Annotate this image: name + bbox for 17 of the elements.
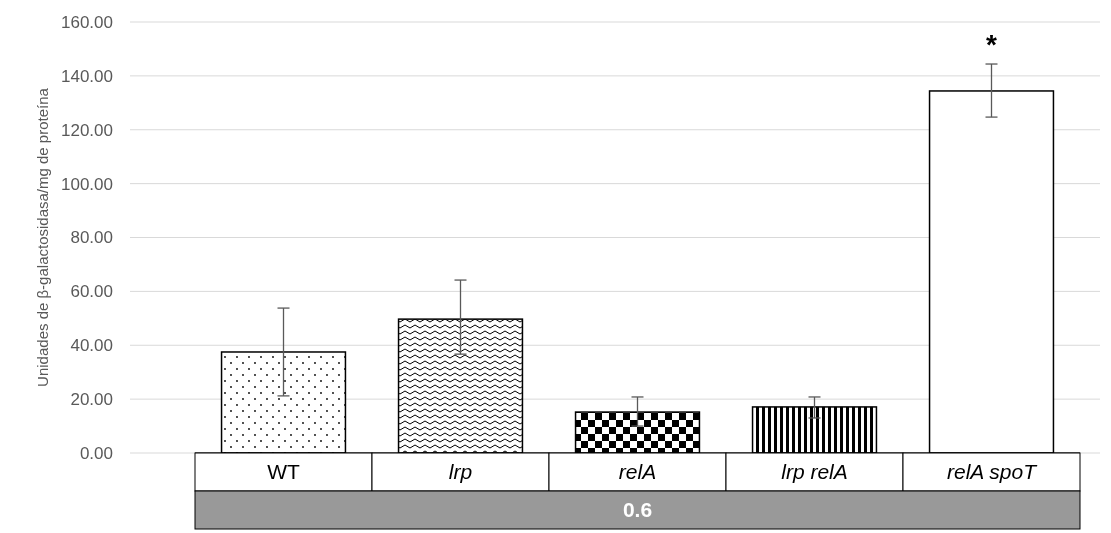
y-tick-label: 20.00	[70, 390, 113, 410]
text: 0.6	[622, 498, 653, 522]
y-tick-label: 120.00	[61, 120, 113, 140]
y-tick-label: 140.00	[61, 66, 113, 86]
y-tick-label: 80.00	[70, 228, 113, 248]
y-tick-label: 160.00	[61, 12, 113, 32]
x-tick-label: relA	[618, 460, 657, 484]
x-tick-label: relA spoT	[946, 460, 1039, 484]
y-tick-label: 40.00	[70, 336, 113, 356]
x-tick-label: lrp	[448, 460, 473, 484]
y-tick-label: 0.00	[79, 443, 113, 463]
y-axis-title: Unidades de β-galactosidasa/mg de proteína	[34, 87, 51, 387]
y-tick-label: 60.00	[70, 282, 113, 302]
x-tick-label: lrp relA	[781, 460, 848, 484]
y-tick-label: 100.00	[61, 174, 113, 194]
x-tick-label: WT	[267, 460, 300, 484]
annotation: *	[986, 29, 998, 61]
